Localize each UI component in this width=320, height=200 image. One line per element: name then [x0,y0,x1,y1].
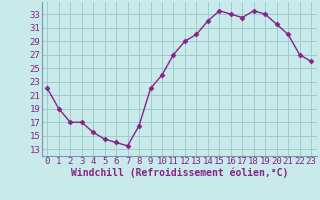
X-axis label: Windchill (Refroidissement éolien,°C): Windchill (Refroidissement éolien,°C) [70,168,288,178]
